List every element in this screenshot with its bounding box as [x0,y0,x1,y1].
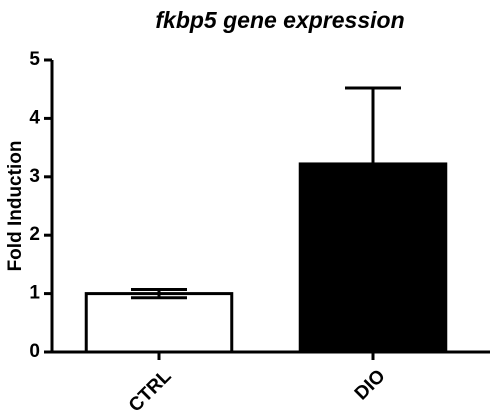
y-axis-label: Fold Induction [5,141,26,272]
y-tick-label: 2 [29,224,40,245]
chart-title: fkbp5 gene expression [155,7,404,33]
x-tick-label: DIO [351,366,390,405]
x-tick-label: CTRL [125,365,176,416]
y-tick-label: 1 [29,283,40,304]
bar [298,162,448,354]
bar [84,292,234,354]
y-tick-label: 0 [29,341,40,362]
y-tick-label: 5 [29,49,40,70]
y-tick-label: 4 [29,107,40,128]
y-tick-label: 3 [29,166,40,187]
